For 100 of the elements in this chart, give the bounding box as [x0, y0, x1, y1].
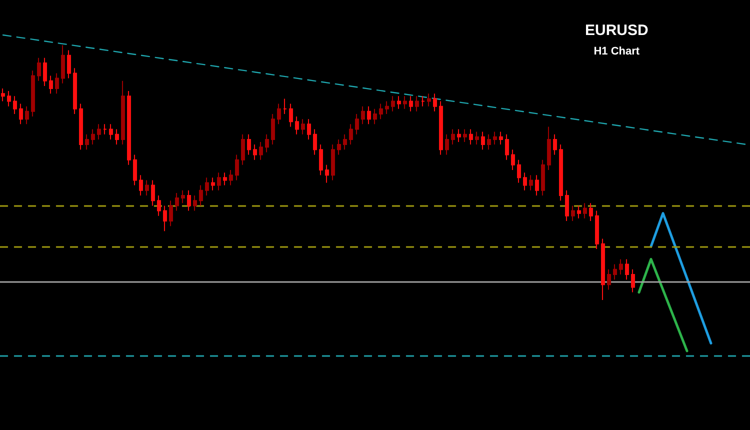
candlestick: [379, 103, 383, 120]
candlestick: [319, 144, 323, 176]
candlestick: [361, 106, 365, 125]
candlestick: [595, 210, 599, 250]
candlestick: [577, 205, 581, 219]
candlestick: [523, 172, 527, 191]
candlestick: [271, 113, 275, 146]
candlestick: [151, 180, 155, 206]
candlestick: [133, 154, 137, 186]
candlestick: [205, 177, 209, 196]
candlestick: [55, 72, 59, 94]
candlestick: [91, 128, 95, 146]
candlestick: [433, 93, 437, 112]
candlestick: [247, 134, 251, 156]
candlestick: [421, 96, 425, 107]
candlestick: [403, 96, 407, 110]
candlestick: [193, 195, 197, 212]
chart-title: EURUSD: [584, 22, 648, 39]
candlestick: [373, 108, 377, 125]
candlestick: [43, 57, 47, 86]
candlestick: [265, 134, 269, 153]
candlestick: [217, 172, 221, 191]
candlestick: [355, 113, 359, 135]
candlestick: [565, 190, 569, 222]
candlestick: [103, 124, 107, 135]
candlestick: [145, 180, 149, 196]
candlestick: [301, 118, 305, 135]
candlestick: [235, 154, 239, 181]
candlestick: [571, 205, 575, 222]
candlestick: [619, 258, 623, 275]
candlestick: [385, 100, 389, 114]
candlestick: [277, 103, 281, 125]
candlestick: [397, 96, 401, 110]
candlestick: [547, 126, 551, 171]
candlestick: [415, 96, 419, 112]
candlestick: [457, 128, 461, 142]
candlestick: [79, 103, 83, 150]
candlestick: [325, 164, 329, 184]
candlestick: [445, 134, 449, 156]
candlestick: [169, 200, 173, 227]
candlestick: [307, 118, 311, 140]
candlestick: [175, 192, 179, 212]
candlestick: [223, 172, 227, 186]
candlestick: [211, 177, 215, 191]
candlestick: [481, 131, 485, 150]
candlestick: [427, 93, 431, 107]
candlestick: [409, 96, 413, 112]
candlestick: [25, 106, 29, 125]
candlestick: [463, 128, 467, 142]
candlestick: [541, 159, 545, 196]
candlestick: [295, 116, 299, 135]
candlestick: [505, 134, 509, 160]
candlestick: [7, 90, 11, 107]
candlestick: [559, 144, 563, 202]
candlestick: [37, 57, 41, 82]
candlestick: [289, 103, 293, 128]
candlestick: [439, 100, 443, 156]
candlestick: [157, 195, 161, 216]
candlestick: [19, 103, 23, 125]
candlestick: [631, 268, 635, 293]
candlestick: [127, 90, 131, 166]
candlestick: [535, 174, 539, 196]
candlestick: [493, 131, 497, 146]
candlestick: [601, 238, 605, 300]
candlestick: [121, 80, 125, 146]
candlestick: [607, 268, 611, 290]
candlestick: [517, 159, 521, 184]
candlestick: [529, 174, 533, 191]
candlestick: [85, 134, 89, 150]
candlestick: [487, 134, 491, 150]
candlestick: [229, 170, 233, 186]
candlestick: [31, 70, 35, 118]
candlestick: [49, 75, 53, 94]
candlestick: [97, 124, 101, 140]
candlestick: [109, 124, 113, 140]
candlestick: [67, 50, 71, 79]
candlestick: [475, 131, 479, 146]
candlestick: [583, 202, 587, 219]
candlestick: [451, 128, 455, 146]
candlestick: [337, 138, 341, 156]
candlestick: [343, 134, 347, 150]
candlestick: [313, 128, 317, 156]
candlestick: [199, 184, 203, 206]
candlestick: [349, 124, 353, 146]
candlestick: [391, 96, 395, 112]
candlestick: [73, 68, 77, 114]
candlestick: [241, 134, 245, 166]
candlestick: [283, 98, 287, 114]
candlestick: [469, 128, 473, 146]
candlestick: [499, 131, 503, 146]
candlestick: [625, 258, 629, 280]
candlestick: [553, 134, 557, 156]
candlestick: [589, 202, 593, 222]
candlestick: [13, 96, 17, 114]
candlestick: [115, 128, 119, 146]
candlestick: [367, 106, 371, 125]
candlestick: [511, 149, 515, 171]
candlestick: [139, 174, 143, 196]
candlestick: [331, 144, 335, 181]
candlestick: [187, 190, 191, 212]
